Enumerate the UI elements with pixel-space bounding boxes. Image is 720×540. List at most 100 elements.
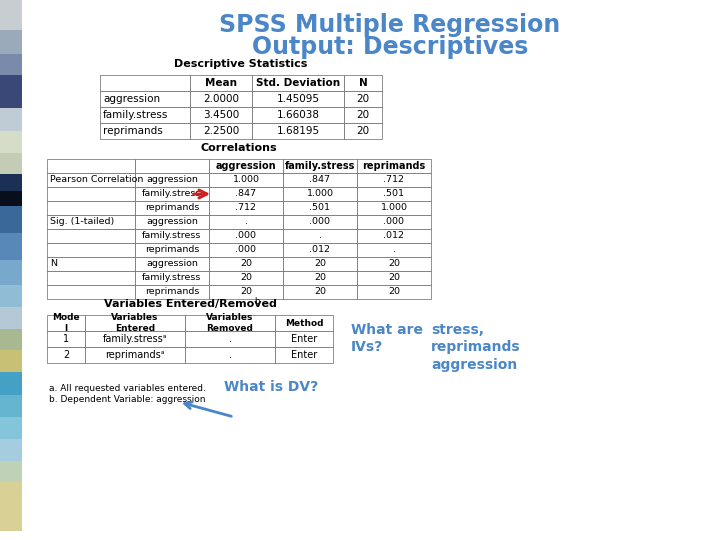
Text: 2: 2 (63, 350, 69, 360)
Text: reprimands: reprimands (362, 161, 426, 171)
Bar (135, 271, 209, 285)
Bar (283, 173, 357, 187)
Bar (135, 187, 209, 201)
Text: 1.000: 1.000 (233, 176, 259, 185)
Bar (190, 107, 252, 123)
Text: 3.4500: 3.4500 (203, 110, 239, 120)
Text: 1.66038: 1.66038 (276, 110, 320, 120)
Text: reprimandsᵃ: reprimandsᵃ (105, 350, 165, 360)
Text: 20: 20 (356, 110, 369, 120)
Bar (135, 215, 209, 229)
Bar (47, 257, 135, 271)
Text: b: b (254, 297, 259, 306)
Bar (0, 439, 22, 461)
Text: 20: 20 (314, 260, 326, 268)
Text: family.stress: family.stress (143, 190, 202, 199)
Text: reprimands: reprimands (145, 204, 199, 213)
Bar (100, 91, 190, 107)
Bar (252, 75, 344, 91)
Text: reprimands: reprimands (145, 246, 199, 254)
Bar (135, 285, 209, 299)
Text: What are
IVs?: What are IVs? (351, 323, 423, 354)
Bar (283, 215, 357, 229)
Bar (47, 243, 135, 257)
Bar (357, 257, 431, 271)
Bar (209, 243, 283, 257)
Text: a. All requested variables entered.: a. All requested variables entered. (49, 384, 206, 393)
Text: Descriptive Statistics: Descriptive Statistics (174, 59, 307, 69)
Bar (135, 243, 209, 257)
Bar (0, 54, 22, 75)
Bar (100, 75, 190, 91)
Bar (85, 315, 185, 331)
Bar (344, 75, 382, 91)
Bar (47, 159, 135, 173)
Text: 20: 20 (240, 260, 252, 268)
Text: .847: .847 (235, 190, 256, 199)
Bar (209, 285, 283, 299)
Bar (0, 260, 22, 285)
Bar (283, 229, 357, 243)
Text: .: . (228, 350, 232, 360)
Text: stress,
reprimands
aggression: stress, reprimands aggression (431, 323, 521, 372)
Bar (283, 201, 357, 215)
Text: 20: 20 (388, 287, 400, 296)
Bar (0, 395, 22, 417)
Text: .012: .012 (384, 232, 405, 240)
Bar (135, 229, 209, 243)
Bar (47, 201, 135, 215)
Bar (357, 173, 431, 187)
Bar (252, 107, 344, 123)
Text: 20: 20 (314, 287, 326, 296)
Bar (47, 215, 135, 229)
Bar (344, 91, 382, 107)
Bar (185, 347, 275, 363)
Bar (357, 159, 431, 173)
Text: 20: 20 (388, 273, 400, 282)
Text: Method: Method (284, 319, 323, 327)
Text: .000: .000 (384, 218, 405, 226)
Bar (47, 187, 135, 201)
Bar (0, 417, 22, 439)
Text: 1: 1 (63, 334, 69, 344)
Text: family.stress: family.stress (143, 273, 202, 282)
Text: 20: 20 (314, 273, 326, 282)
Bar (0, 0, 22, 30)
Text: aggression: aggression (146, 260, 198, 268)
Text: family.stress: family.stress (143, 232, 202, 240)
Bar (0, 30, 22, 54)
Text: family.stress: family.stress (103, 110, 168, 120)
Bar (47, 271, 135, 285)
Bar (209, 229, 283, 243)
Text: SPSS Multiple Regression: SPSS Multiple Regression (220, 13, 561, 37)
Text: .847: .847 (310, 176, 330, 185)
Bar (0, 482, 22, 531)
Bar (0, 108, 22, 131)
Text: What is DV?: What is DV? (224, 380, 318, 394)
Bar (0, 174, 22, 191)
Bar (100, 107, 190, 123)
Bar (209, 201, 283, 215)
Text: 1.45095: 1.45095 (276, 94, 320, 104)
Bar (47, 229, 135, 243)
Bar (209, 173, 283, 187)
Bar (0, 206, 22, 233)
Bar (357, 201, 431, 215)
Bar (344, 123, 382, 139)
Bar (283, 285, 357, 299)
Bar (209, 271, 283, 285)
Text: Correlations: Correlations (201, 143, 277, 153)
Bar (252, 123, 344, 139)
Bar (0, 350, 22, 372)
Bar (185, 315, 275, 331)
Text: Mean: Mean (205, 78, 237, 88)
Bar (0, 131, 22, 153)
Text: 20: 20 (240, 287, 252, 296)
Text: 20: 20 (388, 260, 400, 268)
Bar (209, 187, 283, 201)
Text: .: . (392, 246, 395, 254)
Text: .000: .000 (310, 218, 330, 226)
Bar (0, 233, 22, 260)
Text: Enter: Enter (291, 350, 317, 360)
Text: 20: 20 (240, 273, 252, 282)
